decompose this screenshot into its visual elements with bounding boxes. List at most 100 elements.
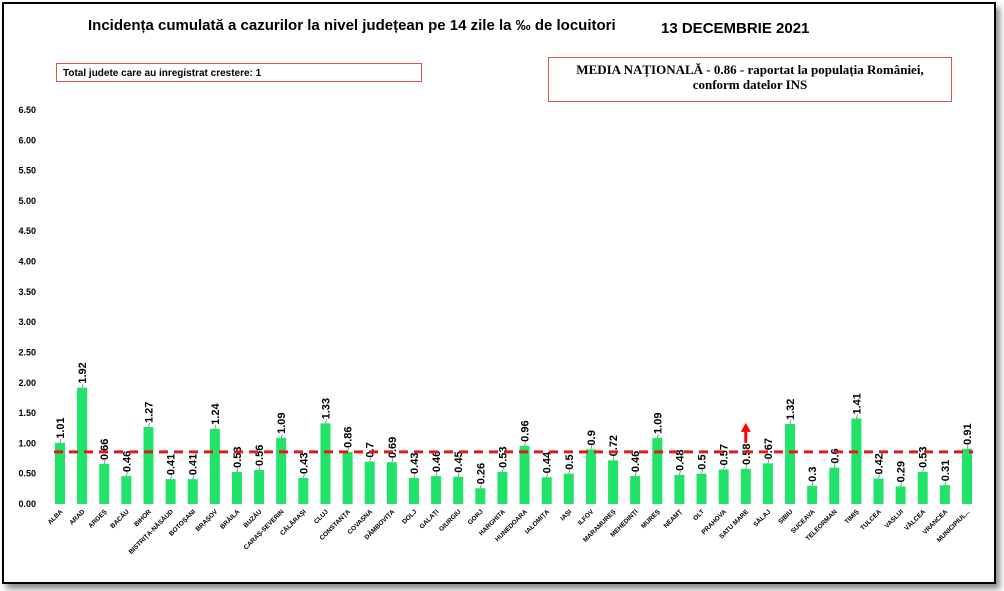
bar-label-leader <box>966 444 969 449</box>
bar-label-leader <box>524 441 526 446</box>
bar <box>475 488 486 504</box>
bar-value-label: 0.43 <box>298 453 310 474</box>
bar-label-leader <box>59 438 62 443</box>
y-tick-label: 3.50 <box>18 287 36 297</box>
category-label: ARGEȘ <box>87 508 109 530</box>
bar-label-leader <box>413 473 416 479</box>
bar <box>873 478 884 504</box>
increase-arrow-head <box>740 422 751 432</box>
y-tick-label: 6.00 <box>18 135 36 145</box>
bar-value-label: 0.43 <box>409 453 421 474</box>
bar-value-label: 1.24 <box>210 403 222 425</box>
bar-value-label: 0.45 <box>453 451 465 472</box>
bar-label-leader <box>170 475 172 480</box>
category-label: BACĂU <box>108 507 131 530</box>
bar <box>829 467 840 504</box>
bar-label-leader <box>568 469 571 474</box>
category-label: IAȘI <box>559 508 573 522</box>
bar-value-label: 0.86 <box>343 426 355 447</box>
category-label: GALAȚI <box>418 508 440 530</box>
bar <box>55 442 65 504</box>
category-label: BUZĂU <box>241 507 264 530</box>
bar-value-label: 0.41 <box>166 454 178 475</box>
category-label: BRAȘOV <box>195 508 220 533</box>
y-tick-label: 4.00 <box>18 257 36 267</box>
bar-value-label: 0.5 <box>697 454 709 469</box>
bar <box>807 485 818 504</box>
bar-label-leader <box>103 459 106 465</box>
bar-value-label: 0.56 <box>254 445 266 466</box>
chart-title: Incidența cumulată a cazurilor la nivel … <box>88 17 616 34</box>
bar <box>99 463 110 504</box>
category-label: BIHOR <box>133 508 153 528</box>
bar <box>630 476 641 504</box>
y-tick-label: 5.50 <box>18 166 36 176</box>
bar-value-label: 0.42 <box>874 453 886 474</box>
bar <box>541 477 552 504</box>
bar-label-leader <box>502 467 504 472</box>
bar-value-label: 0.67 <box>763 438 775 459</box>
bar-value-label: 0.41 <box>188 454 200 475</box>
bar <box>851 418 862 504</box>
bar-label-leader <box>258 465 261 471</box>
bar-value-label: 1.09 <box>652 413 664 434</box>
bar <box>187 479 198 504</box>
category-label: DOLJ <box>401 508 418 525</box>
bar-value-label: 0.9 <box>586 430 598 445</box>
bar-value-label: 0.46 <box>121 451 133 472</box>
bar <box>895 486 906 504</box>
category-label: ARAD <box>68 508 86 526</box>
bar-value-label: 0.31 <box>940 460 952 481</box>
y-tick-label: 4.50 <box>18 226 36 236</box>
bar-value-label: 0.53 <box>918 446 930 467</box>
bar-label-leader <box>789 419 792 425</box>
category-label: GORJ <box>467 508 485 526</box>
category-label: SĂLAJ <box>751 507 773 529</box>
bar <box>276 437 287 504</box>
bar <box>497 471 508 504</box>
bar-label-leader <box>435 472 438 477</box>
bar-value-label: 0.3 <box>807 467 819 482</box>
bar-value-label: 0.69 <box>387 437 399 458</box>
bar-label-leader <box>723 465 725 470</box>
category-label: OLT <box>692 508 706 522</box>
bar-label-leader <box>214 424 217 429</box>
bar-label-leader <box>612 456 615 461</box>
category-label: NEAMȚ <box>663 508 684 529</box>
bar-label-leader <box>767 459 770 464</box>
bar <box>762 463 773 504</box>
category-label: MUREȘ <box>640 508 662 530</box>
category-label: IALOMIȚA <box>524 508 551 535</box>
bar-value-label: 1.92 <box>77 362 89 383</box>
bar-value-label: 0.66 <box>99 439 111 460</box>
bar-value-label: 0.44 <box>542 451 554 473</box>
bar-label-leader <box>546 473 548 478</box>
bar <box>939 485 950 504</box>
bar <box>519 445 530 504</box>
bar-value-label: 1.32 <box>785 399 797 420</box>
bar-value-label: 0.57 <box>719 444 731 465</box>
bar-label-leader <box>236 467 239 472</box>
category-label: CARAȘ-SEVERIN <box>243 508 286 551</box>
y-tick-label: 2.00 <box>18 378 36 388</box>
bar-value-label: 0.5 <box>564 454 576 469</box>
bar-value-label: 1.27 <box>143 402 155 423</box>
y-tick-label: 5.00 <box>18 196 36 206</box>
bar-value-label: 0.53 <box>232 446 244 467</box>
bar-value-label: 0.29 <box>896 461 908 482</box>
bar-label-leader <box>148 422 150 428</box>
bar-label-leader <box>280 433 283 439</box>
bar <box>718 469 729 504</box>
bar <box>143 427 154 504</box>
bar <box>453 476 464 504</box>
bar-label-leader <box>856 414 858 419</box>
bar <box>962 448 972 504</box>
bar <box>165 479 176 504</box>
bar <box>408 477 419 504</box>
bar-value-label: 0.53 <box>497 446 509 467</box>
national-average-box: MEDIA NAȚIONALĂ - 0.86 - raportat la pop… <box>548 57 952 102</box>
bar-label-leader <box>192 475 195 480</box>
y-tick-label: 3.00 <box>18 317 36 327</box>
category-label: TULCEA <box>859 508 883 532</box>
